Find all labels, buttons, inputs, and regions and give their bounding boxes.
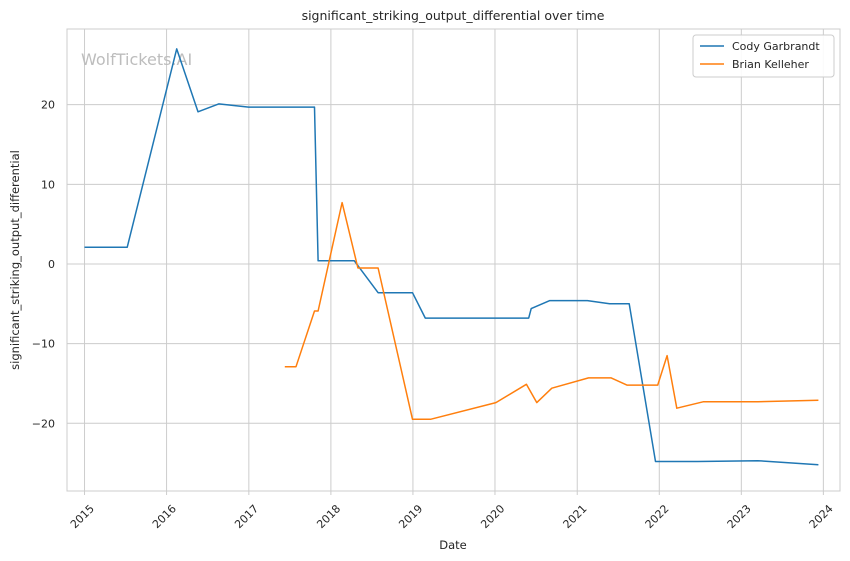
x-axis-label: Date	[439, 538, 467, 552]
x-tick-label: 2019	[396, 502, 425, 531]
legend-label: Brian Kelleher	[732, 58, 809, 71]
chart-title: significant_striking_output_differential…	[302, 8, 605, 23]
x-tick-label: 2022	[643, 502, 672, 531]
x-axis-ticks: 2015 2016 2017 2018 2019 2020 2021 2022 2023 2024	[68, 491, 836, 531]
series-line-0	[84, 48, 819, 466]
x-tick-label: 2020	[478, 502, 507, 531]
plot-frame	[66, 28, 841, 492]
y-axis-label: significant_striking_output_differential	[8, 150, 22, 370]
series-lines	[84, 48, 819, 466]
legend: Cody Garbrandt Brian Kelleher	[692, 34, 835, 78]
x-tick-label: 2018	[314, 502, 343, 531]
watermark: WolfTickets.AI	[81, 50, 192, 69]
grid	[67, 29, 840, 491]
y-tick-label: 20	[41, 99, 55, 112]
x-tick-label: 2021	[561, 502, 590, 531]
x-tick-label: 2023	[725, 502, 754, 531]
y-tick-label: 0	[48, 258, 55, 271]
y-tick-label: 10	[41, 178, 55, 191]
y-axis-ticks: −20 −10 0 10 20	[32, 99, 55, 431]
x-tick-label: 2016	[150, 502, 179, 531]
legend-label: Cody Garbrandt	[732, 40, 820, 53]
series-line-1	[284, 201, 819, 421]
x-tick-label: 2015	[68, 502, 97, 531]
y-tick-label: −20	[32, 417, 55, 430]
legend-box	[692, 34, 835, 78]
x-tick-label: 2024	[807, 502, 836, 531]
x-tick-label: 2017	[232, 502, 261, 531]
y-tick-label: −10	[32, 338, 55, 351]
